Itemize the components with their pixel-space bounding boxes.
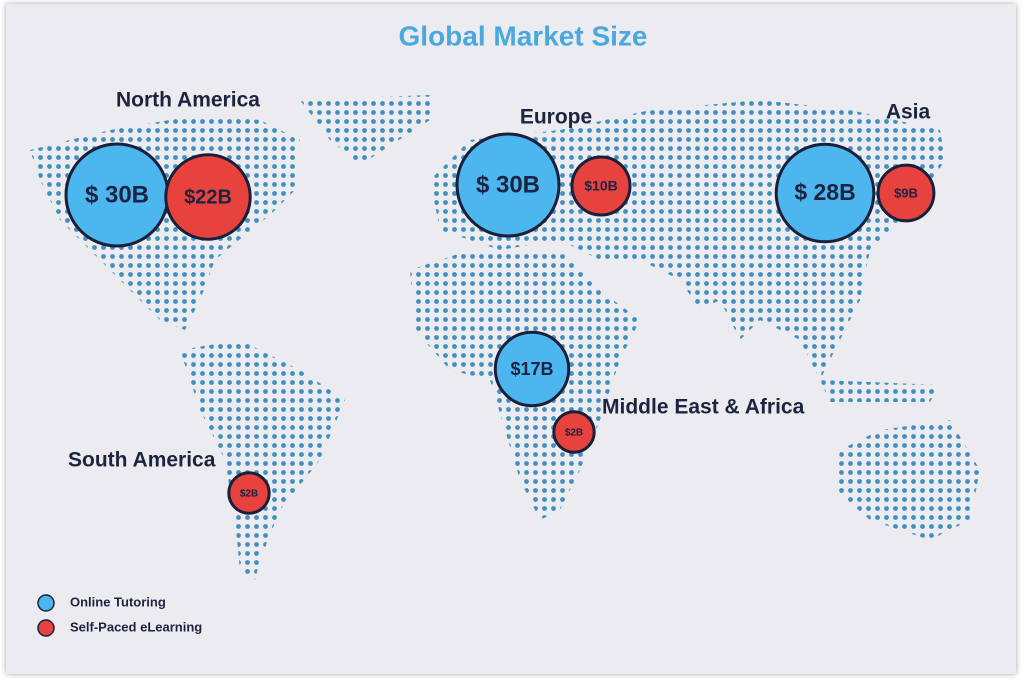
market-bubble xyxy=(876,163,936,223)
region-label: Europe xyxy=(520,106,592,129)
region-label: Middle East & Africa xyxy=(602,396,805,419)
bubble-label: $9B xyxy=(894,185,918,200)
bubble-label: $10B xyxy=(584,178,617,194)
region-label: South America xyxy=(68,449,216,472)
legend-label: Self-Paced eLearning xyxy=(70,619,202,634)
market-bubble xyxy=(164,153,252,241)
bubble-label: $ 28B xyxy=(794,179,855,205)
market-bubble xyxy=(774,142,876,244)
bubble-label: $2B xyxy=(240,489,258,500)
market-bubble xyxy=(570,155,632,217)
market-bubble xyxy=(493,330,571,408)
bubble-label: $2B xyxy=(565,428,583,439)
legend-label: Online Tutoring xyxy=(70,594,166,609)
market-bubble xyxy=(455,132,561,238)
bubble-label: $17B xyxy=(510,359,553,379)
market-bubble xyxy=(227,471,271,515)
region-label: Asia xyxy=(886,101,931,124)
bubble-label: $ 30B xyxy=(85,181,149,208)
region-label: North America xyxy=(116,89,260,112)
legend-swatch xyxy=(37,619,55,637)
legend-swatch xyxy=(37,594,55,612)
market-bubble xyxy=(552,410,596,454)
bubble-label: $22B xyxy=(184,186,232,208)
bubble-label: $ 30B xyxy=(476,171,540,198)
title: Global Market Size xyxy=(399,20,648,51)
